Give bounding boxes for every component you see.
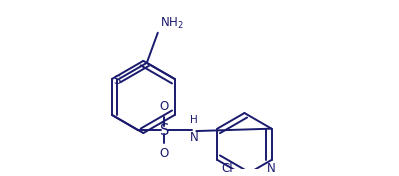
Text: S: S bbox=[113, 74, 120, 87]
Text: O: O bbox=[160, 100, 169, 113]
Text: N: N bbox=[190, 131, 199, 144]
Text: O: O bbox=[160, 147, 169, 160]
Text: Cl: Cl bbox=[221, 162, 233, 175]
Text: H: H bbox=[190, 115, 198, 125]
Text: NH$_2$: NH$_2$ bbox=[160, 16, 184, 31]
Text: N: N bbox=[267, 162, 276, 175]
Text: S: S bbox=[160, 123, 169, 138]
